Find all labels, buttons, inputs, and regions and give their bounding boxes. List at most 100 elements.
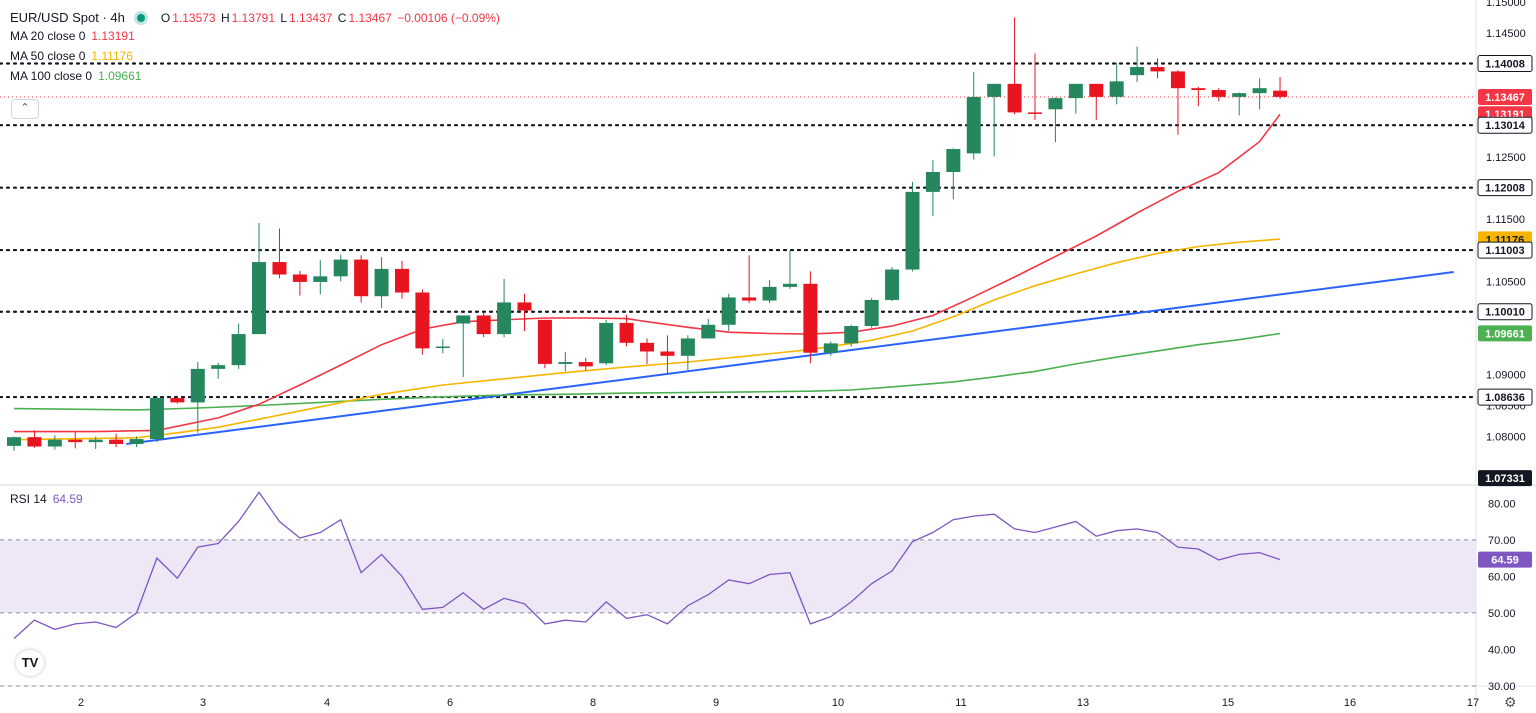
candle-body <box>885 269 900 300</box>
candle <box>701 318 716 339</box>
candle-body <box>1130 67 1145 76</box>
candle-body <box>558 362 573 364</box>
time-tick-label: 17 <box>1467 697 1479 709</box>
candle-body <box>782 283 797 287</box>
price-label-box <box>1477 388 1533 406</box>
rsi-value-label-box <box>1478 551 1532 568</box>
price-tick-label: 1.12500 <box>1486 152 1526 164</box>
candle-body <box>803 283 818 353</box>
rsi-value-label: 64.59 <box>1491 555 1519 567</box>
candle <box>721 293 736 331</box>
candle-body <box>1007 83 1022 113</box>
candle <box>925 160 940 217</box>
candle <box>517 293 532 331</box>
trendline <box>126 271 1454 446</box>
candle <box>578 357 593 371</box>
rsi-tick-label: 70.00 <box>1488 535 1516 547</box>
ma50-legend[interactable]: MA 50 close 0 1.11176 <box>10 49 133 63</box>
high-value: 1.13791 <box>231 11 276 25</box>
candle <box>27 430 42 448</box>
price-tick-label: 1.10500 <box>1486 276 1526 288</box>
candle-body <box>599 322 614 364</box>
candle <box>1170 70 1185 135</box>
candle-body <box>190 368 205 403</box>
candle <box>1007 17 1022 115</box>
candle-body <box>47 439 62 447</box>
price-label-box <box>1478 325 1532 342</box>
candle-body <box>1150 67 1165 72</box>
rsi-legend[interactable]: RSI 14 64.59 <box>10 492 83 506</box>
candle <box>354 255 369 303</box>
candle <box>844 324 859 347</box>
chevron-up-icon[interactable]: ⌃ <box>11 99 39 119</box>
price-label-box <box>1477 303 1533 321</box>
candle <box>1211 88 1226 102</box>
candle <box>1068 83 1083 114</box>
candle <box>109 433 124 448</box>
candle-body <box>211 365 226 369</box>
candle-body <box>497 302 512 335</box>
candle <box>680 335 695 371</box>
candle <box>966 72 981 160</box>
candle-body <box>1252 88 1267 94</box>
time-tick-label: 6 <box>447 697 453 709</box>
candle-body <box>660 351 675 356</box>
price-label-text: 1.07331 <box>1485 473 1525 485</box>
candle <box>803 271 818 364</box>
candle <box>823 341 838 356</box>
candle <box>619 314 634 347</box>
candle-body <box>27 437 42 447</box>
price-label: 1.09661 <box>1478 325 1532 342</box>
time-tick-label: 4 <box>324 697 330 709</box>
price-label: 1.08636 <box>1477 388 1533 406</box>
price-tick-label: 1.15000 <box>1486 0 1526 9</box>
price-label-box <box>1477 179 1533 197</box>
price-label: 1.10010 <box>1477 303 1533 321</box>
candle <box>231 323 246 369</box>
candle <box>905 181 920 272</box>
candle <box>660 335 675 375</box>
candle-body <box>170 398 185 403</box>
candle <box>68 432 83 449</box>
time-tick-label: 9 <box>713 697 719 709</box>
candle-body <box>537 319 552 364</box>
candle-body <box>844 326 859 344</box>
rsi-tick-label: 50.00 <box>1488 608 1516 620</box>
candle <box>292 270 307 296</box>
rsi-tick-label: 30.00 <box>1488 681 1516 693</box>
time-tick-label: 8 <box>590 697 596 709</box>
time-tick-label: 11 <box>955 697 966 709</box>
candle-body <box>578 362 593 367</box>
time-tick-label: 2 <box>78 697 84 709</box>
candle-body <box>149 398 164 440</box>
candle-body <box>109 439 124 445</box>
price-tick-label: 1.11500 <box>1486 214 1525 226</box>
candle-body <box>1273 90 1288 97</box>
ma100-legend[interactable]: MA 100 close 0 1.09661 <box>10 69 142 83</box>
price-tick-label: 1.14500 <box>1486 28 1526 40</box>
rsi-tick-label: 40.00 <box>1488 644 1516 656</box>
symbol-title[interactable]: EUR/USD Spot · 4h <box>10 10 125 25</box>
candle-body <box>374 268 389 297</box>
candle <box>415 289 430 355</box>
candle <box>782 250 797 289</box>
candle-body <box>1089 83 1104 97</box>
candle <box>272 228 287 279</box>
tradingview-logo[interactable]: TV <box>16 650 44 676</box>
price-label-text: 1.13467 <box>1485 92 1525 104</box>
candle-body <box>864 299 879 327</box>
price-label-text: 1.10010 <box>1485 307 1525 319</box>
candle-body <box>1211 90 1226 97</box>
candle-body <box>966 96 981 154</box>
candle <box>7 436 21 451</box>
change-value: −0.00106 (−0.09%) <box>397 11 500 25</box>
ma20-legend[interactable]: MA 20 close 0 1.13191 <box>10 29 135 43</box>
price-label: 1.07331 <box>1478 470 1532 487</box>
time-tick-label: 15 <box>1222 697 1234 709</box>
gear-icon[interactable]: ⚙ <box>1504 694 1517 710</box>
candle <box>211 362 226 379</box>
price-label-box <box>1477 54 1533 72</box>
price-label-text: 1.08636 <box>1485 392 1525 404</box>
candle <box>1130 46 1145 82</box>
